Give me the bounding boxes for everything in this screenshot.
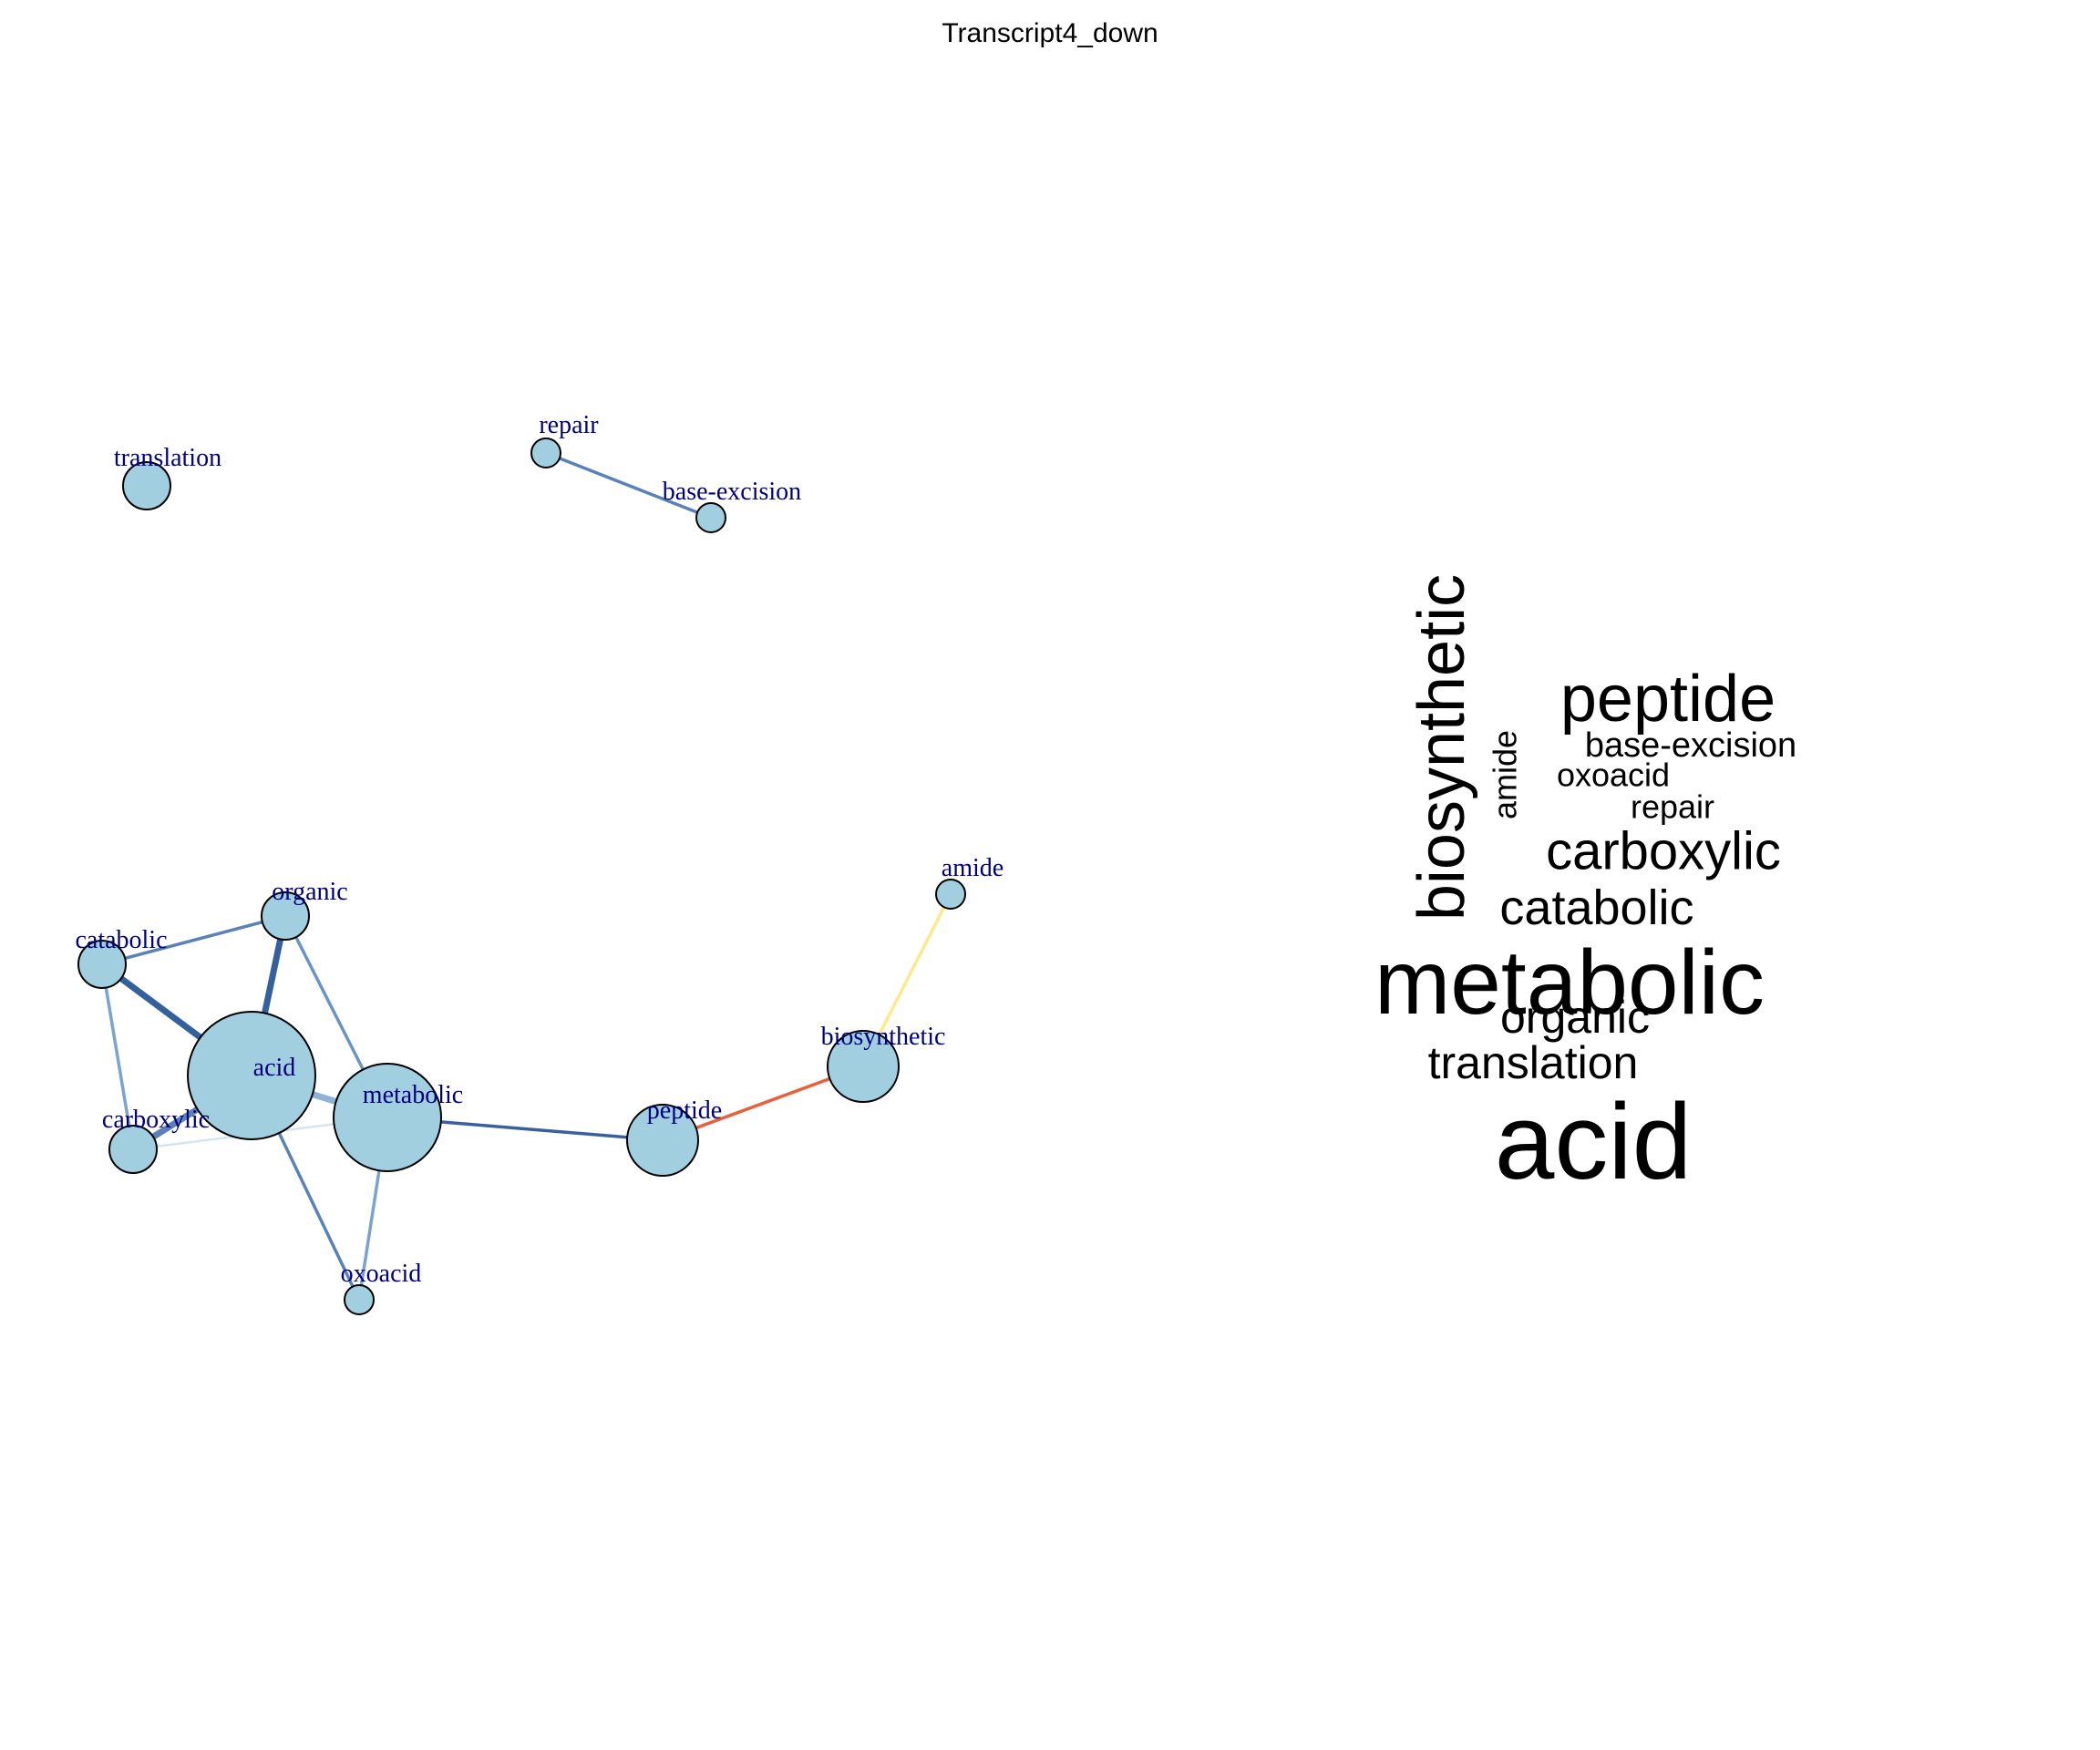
node-amide — [935, 879, 966, 910]
node-label-biosynthetic: biosynthetic — [821, 1023, 946, 1051]
cloud-word-oxoacid: oxoacid — [1557, 757, 1670, 794]
cloud-word-translation: translation — [1428, 1037, 1639, 1088]
node-biosynthetic — [827, 1030, 900, 1103]
nodes-layer — [77, 438, 966, 1315]
figure-title: Transcript4_down — [942, 18, 1158, 48]
node-carboxylic — [108, 1125, 158, 1174]
node-label-peptide: peptide — [647, 1096, 722, 1125]
edges-layer — [99, 451, 952, 1301]
edge-catabolic-carboxylic — [100, 963, 135, 1150]
node-label-base-excision: base-excision — [663, 478, 801, 506]
edge-repair-base-excision — [545, 451, 712, 520]
cloud-word-catabolic: catabolic — [1499, 880, 1693, 935]
cloud-word-carboxylic: carboxylic — [1546, 822, 1781, 881]
node-acid — [187, 1011, 316, 1140]
node-organic — [261, 891, 310, 941]
node-label-repair: repair — [539, 411, 599, 439]
cloud-word-metabolic: metabolic — [1374, 932, 1765, 1034]
node-label-acid: acid — [253, 1054, 296, 1082]
labels-layer: translation repair base-excision organic cat… — [75, 411, 1004, 1288]
cloud-word-biosynthetic: biosynthetic — [1405, 574, 1478, 921]
node-repair — [530, 438, 561, 468]
node-peptide — [626, 1104, 699, 1177]
node-label-amide: amide — [942, 854, 1004, 882]
node-translation — [122, 461, 171, 510]
node-label-organic: organic — [272, 878, 347, 906]
cloud-word-repair: repair — [1631, 788, 1714, 826]
edge-organic-catabolic — [101, 914, 286, 966]
node-label-catabolic: catabolic — [75, 926, 167, 954]
node-label-oxoacid: oxoacid — [341, 1260, 422, 1288]
cloud-word-base-excision: base-excision — [1585, 726, 1796, 765]
node-label-metabolic: metabolic — [363, 1081, 463, 1109]
node-label-translation: translation — [114, 444, 221, 472]
word-cloud: acid metabolic biosynthetic peptide carboxyl… — [1374, 574, 1796, 1202]
cloud-word-acid: acid — [1495, 1082, 1692, 1202]
cloud-word-amide: amide — [1487, 730, 1524, 819]
cloud-word-peptide: peptide — [1560, 663, 1776, 736]
node-oxoacid — [344, 1284, 375, 1315]
node-metabolic — [333, 1063, 442, 1172]
node-label-carboxylic: carboxylic — [102, 1106, 210, 1134]
node-base-excision — [695, 502, 726, 533]
cloud-word-organic: organic — [1500, 992, 1650, 1043]
node-catabolic — [77, 940, 127, 989]
